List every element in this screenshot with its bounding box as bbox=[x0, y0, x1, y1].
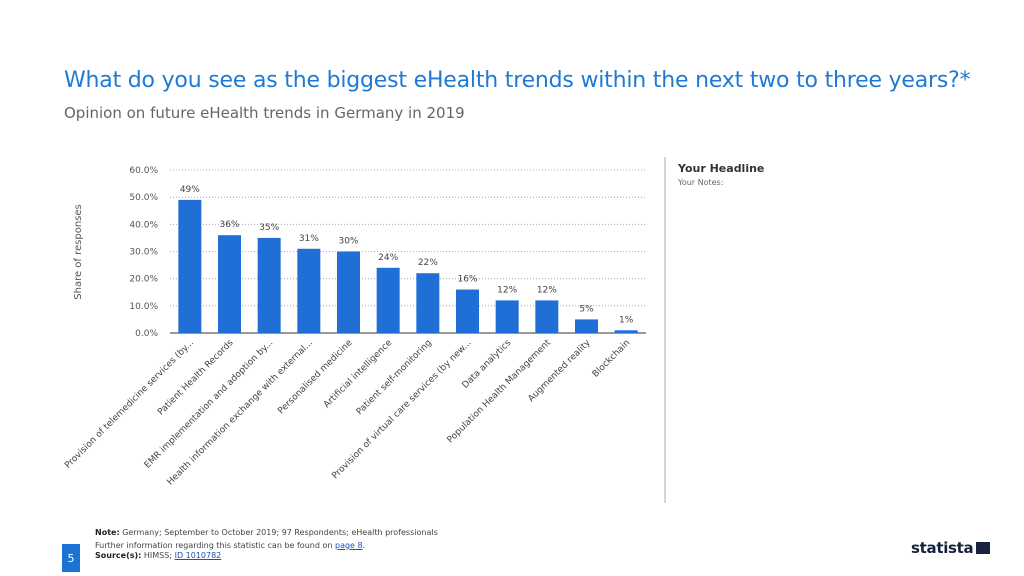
further-info-text: Further information regarding this stati… bbox=[95, 541, 333, 550]
bar-value-label: 1% bbox=[619, 315, 634, 325]
bar-value-label: 31% bbox=[299, 234, 319, 244]
bar-chart: 0.0% 10.0% 20.0% 30.0% 40.0% 50.0% 60.0% Share … bbox=[63, 166, 646, 487]
bar bbox=[218, 235, 241, 333]
y-axis-label: Share of responses bbox=[73, 204, 84, 299]
note-text: Germany; September to October 2019; 97 R… bbox=[122, 528, 438, 537]
bar bbox=[456, 289, 479, 333]
footer-source: Source(s): HIMSS; ID 1010782 bbox=[95, 551, 221, 560]
bar bbox=[575, 319, 598, 333]
source-label: Source(s): bbox=[95, 551, 142, 560]
bar bbox=[178, 199, 202, 333]
side-notes: Your Notes: bbox=[678, 178, 724, 187]
bar bbox=[495, 300, 519, 333]
y-tick-label: 40.0% bbox=[129, 220, 158, 230]
y-tick-label: 30.0% bbox=[129, 248, 158, 258]
bar-value-label: 22% bbox=[418, 258, 438, 268]
side-headline: Your Headline bbox=[678, 162, 765, 175]
bar bbox=[297, 248, 321, 333]
bar-value-label: 49% bbox=[180, 185, 200, 195]
footer-further-info: Further information regarding this stati… bbox=[95, 541, 365, 550]
bar-value-label: 12% bbox=[537, 285, 557, 295]
bar-value-label: 36% bbox=[219, 220, 239, 230]
x-tick-label: Provision of virtual care services (by n… bbox=[330, 338, 473, 481]
bar bbox=[614, 330, 638, 333]
bar bbox=[376, 267, 400, 333]
side-divider bbox=[664, 157, 666, 503]
x-tick-label: Personalised medicine bbox=[276, 338, 355, 417]
bar bbox=[416, 273, 440, 333]
chart-title: What do you see as the biggest eHealth t… bbox=[64, 68, 971, 93]
x-tick-label: Patient self-monitoring bbox=[355, 338, 434, 417]
x-tick-label: Patient Health Records bbox=[156, 338, 236, 418]
x-tick-label: Health information exchange with externa… bbox=[166, 338, 315, 487]
source-link[interactable]: ID 1010782 bbox=[174, 551, 222, 560]
x-tick-label: Artificial intelligence bbox=[322, 338, 395, 411]
source-text: HIMSS; bbox=[143, 551, 173, 560]
bar-value-label: 24% bbox=[378, 253, 398, 263]
bar bbox=[535, 300, 559, 333]
page-number: 5 bbox=[62, 544, 80, 572]
footer-note: Note: Germany; September to October 2019… bbox=[95, 528, 438, 537]
bar-value-label: 12% bbox=[497, 285, 517, 295]
bar bbox=[337, 251, 360, 333]
y-tick-label: 10.0% bbox=[129, 302, 158, 312]
bar-value-label: 16% bbox=[457, 275, 477, 285]
y-tick-label: 0.0% bbox=[135, 329, 158, 339]
y-tick-label: 20.0% bbox=[129, 275, 158, 285]
bar-value-label: 35% bbox=[259, 223, 279, 233]
chart-subtitle: Opinion on future eHealth trends in Germ… bbox=[64, 104, 465, 122]
page-link[interactable]: page 8 bbox=[334, 541, 363, 550]
logo-mark-icon bbox=[976, 542, 991, 554]
bar-value-label: 5% bbox=[579, 304, 594, 314]
y-tick-label: 50.0% bbox=[129, 193, 158, 203]
logo-text: statista bbox=[911, 539, 974, 557]
further-info-period: . bbox=[362, 541, 366, 550]
note-label: Note: bbox=[95, 528, 120, 537]
bar-value-label: 30% bbox=[338, 237, 358, 247]
statista-logo[interactable]: statista bbox=[911, 539, 991, 557]
x-tick-label: Blockchain bbox=[591, 338, 633, 380]
y-tick-label: 60.0% bbox=[129, 166, 158, 176]
bar bbox=[257, 237, 281, 333]
